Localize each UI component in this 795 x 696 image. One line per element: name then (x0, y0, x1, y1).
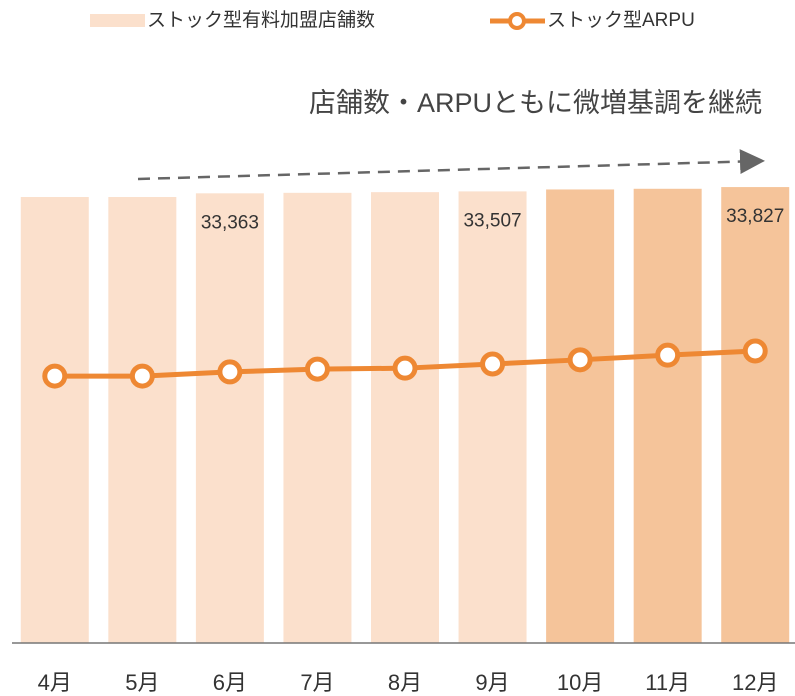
bar (633, 188, 702, 644)
x-tick-label: 11月 (645, 670, 690, 695)
line-marker (42, 363, 68, 389)
x-tick-label: 9月 (475, 670, 509, 695)
annotation: 店舗数・ARPUともに微増基調を継続 (309, 88, 762, 118)
line-marker (567, 347, 593, 373)
line-marker (742, 338, 768, 364)
line-marker (480, 351, 506, 377)
bar (195, 193, 264, 644)
trend-arrow (137, 149, 765, 181)
bar (546, 189, 615, 643)
x-tick-label: 4月 (38, 670, 72, 695)
x-tick-label: 6月 (213, 670, 247, 695)
data-label: 33,507 (463, 210, 521, 231)
legend-label: ストック型有料加盟店舗数 (147, 9, 375, 31)
x-tick-label: 10月 (557, 670, 603, 695)
bar (20, 197, 89, 644)
x-tick-label: 12月 (732, 670, 778, 695)
line-marker (655, 342, 681, 368)
bar (721, 187, 790, 644)
legend-swatch-bar (90, 14, 145, 27)
line-marker (217, 359, 243, 385)
bar (283, 192, 352, 643)
bar (108, 197, 177, 644)
line-marker (304, 356, 330, 382)
legend-label: ストック型ARPU (547, 9, 695, 31)
line-marker (129, 363, 155, 389)
bar (458, 191, 527, 643)
bar (371, 192, 439, 644)
x-tick-label: 8月 (388, 670, 422, 695)
x-tick-label: 7月 (300, 670, 334, 695)
x-tick-label: 5月 (125, 670, 159, 695)
data-label: 33,827 (726, 206, 784, 227)
legend-marker (508, 12, 526, 30)
data-label: 33,363 (201, 212, 259, 233)
line-marker (392, 355, 418, 381)
